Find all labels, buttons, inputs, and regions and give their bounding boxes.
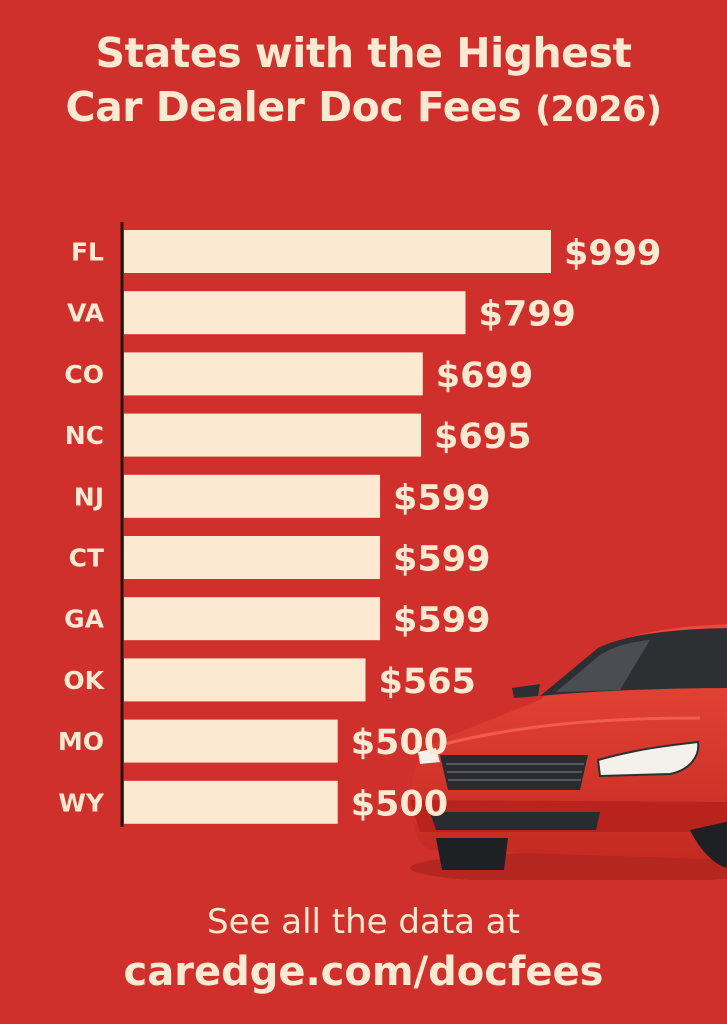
footer-link[interactable]: caredge.com/docfees xyxy=(123,949,604,995)
bar-ct xyxy=(124,536,381,579)
value-label-va: $799 xyxy=(479,295,576,335)
value-label-ct: $599 xyxy=(393,540,490,580)
footer-text: See all the data at xyxy=(207,902,520,942)
category-label-ok: OK xyxy=(63,666,105,695)
bar-wy xyxy=(124,780,338,824)
bar-nj xyxy=(124,474,381,518)
category-label-nj: NJ xyxy=(74,482,104,511)
bar-ok xyxy=(124,658,366,702)
bar-nc xyxy=(124,413,422,457)
category-label-ct: CT xyxy=(69,544,104,573)
category-label-nc: NC xyxy=(65,421,104,450)
chart-title: States with the Highest Car Dealer Doc F… xyxy=(0,26,727,137)
value-label-nc: $695 xyxy=(434,417,531,457)
category-label-co: CO xyxy=(64,360,104,389)
category-label-ga: GA xyxy=(64,605,105,634)
bar-ga xyxy=(124,597,381,641)
title-year: (2026) xyxy=(535,90,662,130)
category-label-va: VA xyxy=(67,299,105,328)
category-label-fl: FL xyxy=(71,238,104,267)
bar-va xyxy=(124,291,466,335)
value-label-ga: $599 xyxy=(393,601,490,641)
bar-fl xyxy=(124,230,551,273)
value-label-co: $699 xyxy=(436,356,533,396)
title-main-text: Car Dealer Doc Fees xyxy=(65,83,522,131)
bars-layer: FL $999 VA $799 CO $699 NC $695 NJ $599 CT $599 GA $5… xyxy=(58,230,661,824)
bar-co xyxy=(124,352,423,396)
bar-chart: FL $999 VA $799 CO $699 NC $695 NJ $599 CT $599 GA $5… xyxy=(58,222,727,880)
value-label-mo: $500 xyxy=(351,723,448,763)
value-label-wy: $500 xyxy=(351,784,448,824)
category-label-wy: WY xyxy=(58,788,105,817)
bar-mo xyxy=(124,719,338,763)
value-label-fl: $999 xyxy=(564,234,661,274)
red-sedan-car-icon xyxy=(410,624,727,880)
title-line-1: States with the Highest xyxy=(95,29,632,77)
value-label-ok: $565 xyxy=(378,662,475,702)
value-label-nj: $599 xyxy=(393,478,490,518)
category-label-mo: MO xyxy=(58,727,104,756)
title-line-2: Car Dealer Doc Fees (2026) xyxy=(0,80,727,137)
